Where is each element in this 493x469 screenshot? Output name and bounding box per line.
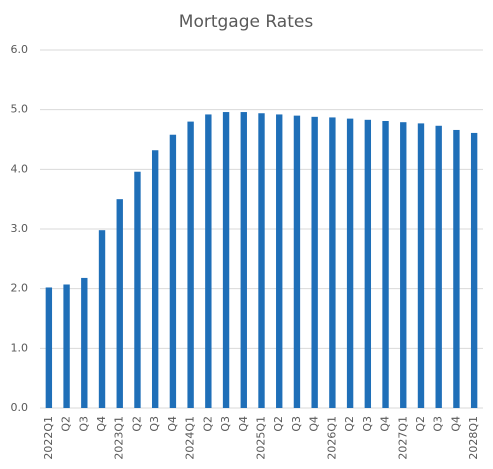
x-tick-label: Q2 [130, 416, 143, 432]
x-tick-label: Q4 [379, 416, 392, 432]
y-tick-label: 2.0 [11, 282, 29, 295]
x-tick-label: Q3 [432, 416, 445, 432]
x-tick-label: 2025Q1 [255, 416, 268, 460]
bar [222, 112, 230, 408]
bar [346, 118, 354, 408]
x-tick-label: 2026Q1 [325, 416, 338, 460]
bar [400, 122, 407, 409]
bar [116, 199, 123, 408]
x-tick-label: Q4 [449, 416, 462, 432]
bar [98, 230, 106, 408]
x-tick-label: Q4 [308, 416, 321, 432]
bar [417, 123, 425, 408]
bar [258, 113, 265, 408]
x-tick-label: Q4 [95, 416, 108, 432]
bar [134, 171, 141, 408]
x-tick-label: Q4 [166, 416, 179, 432]
x-tick-label: Q2 [60, 416, 73, 432]
bar [151, 150, 159, 409]
bar [205, 114, 212, 408]
x-tick-label: Q4 [237, 416, 250, 432]
bar [311, 116, 318, 409]
bar [329, 117, 336, 408]
bar [240, 112, 247, 408]
bar [63, 284, 70, 408]
x-tick-label: Q2 [201, 416, 214, 432]
chart-title: Mortgage Rates [179, 12, 314, 32]
x-tick-label: Q2 [343, 416, 356, 432]
y-tick-label: 4.0 [11, 162, 29, 175]
bar [276, 114, 283, 408]
bar [470, 132, 478, 409]
x-tick-label: Q3 [148, 416, 161, 432]
x-tick-label: Q3 [219, 416, 232, 432]
bar [364, 119, 372, 408]
x-tick-label: 2027Q1 [396, 416, 409, 460]
x-tick-label: Q2 [272, 416, 285, 432]
bar [293, 115, 301, 408]
y-tick-label: 3.0 [11, 222, 29, 235]
x-tick-label: Q2 [414, 416, 427, 432]
x-tick-label: Q3 [361, 416, 374, 432]
x-tick-label: Q3 [290, 416, 303, 432]
x-tick-label: Q3 [77, 416, 90, 432]
bar [382, 121, 389, 409]
y-tick-label: 5.0 [11, 103, 29, 116]
x-tick-label: 2028Q1 [467, 416, 480, 460]
bar [187, 121, 194, 408]
x-tick-label: 2023Q1 [113, 416, 126, 460]
x-tick-label: 2022Q1 [42, 416, 55, 460]
x-tick-label: 2024Q1 [184, 416, 197, 460]
y-tick-label: 6.0 [11, 43, 29, 56]
bar [169, 134, 177, 408]
bar [81, 277, 88, 408]
bar [435, 125, 442, 408]
y-tick-label: 1.0 [11, 341, 29, 354]
y-tick-label: 0.0 [11, 401, 29, 414]
bar [453, 129, 460, 408]
bar [45, 287, 53, 408]
